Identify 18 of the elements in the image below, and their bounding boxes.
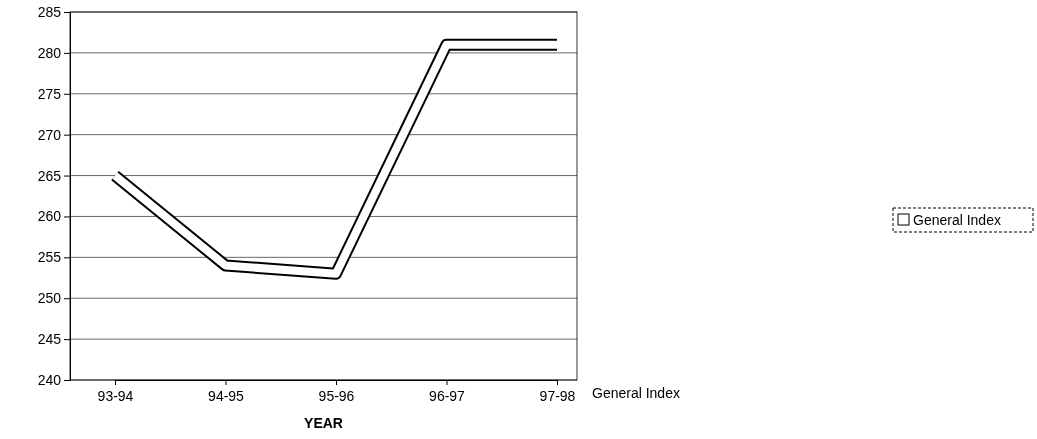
text: General Index: [592, 385, 680, 401]
y-tick-label: 280: [37, 44, 62, 61]
y-tick-label: 245: [37, 331, 62, 348]
y-tick-label: 255: [37, 249, 62, 266]
y-tick-label: 285: [37, 3, 62, 20]
y-tick-label: 260: [37, 208, 62, 225]
y-tick-label: 270: [37, 126, 62, 143]
y-tick-label: 240: [37, 371, 62, 388]
x-axis-title: YEAR: [304, 415, 343, 431]
x-tick-label: 95-96: [318, 387, 355, 404]
x-tick-label: 97-98: [539, 387, 576, 404]
y-tick-label: 265: [37, 167, 62, 184]
y-tick-label: 275: [37, 85, 62, 102]
text: General Index: [913, 212, 1001, 228]
x-tick-label: 93-94: [97, 387, 134, 404]
y-tick-label: 250: [37, 290, 62, 307]
x-tick-label: 96-97: [429, 387, 466, 404]
x-tick-label: 94-95: [208, 387, 245, 404]
